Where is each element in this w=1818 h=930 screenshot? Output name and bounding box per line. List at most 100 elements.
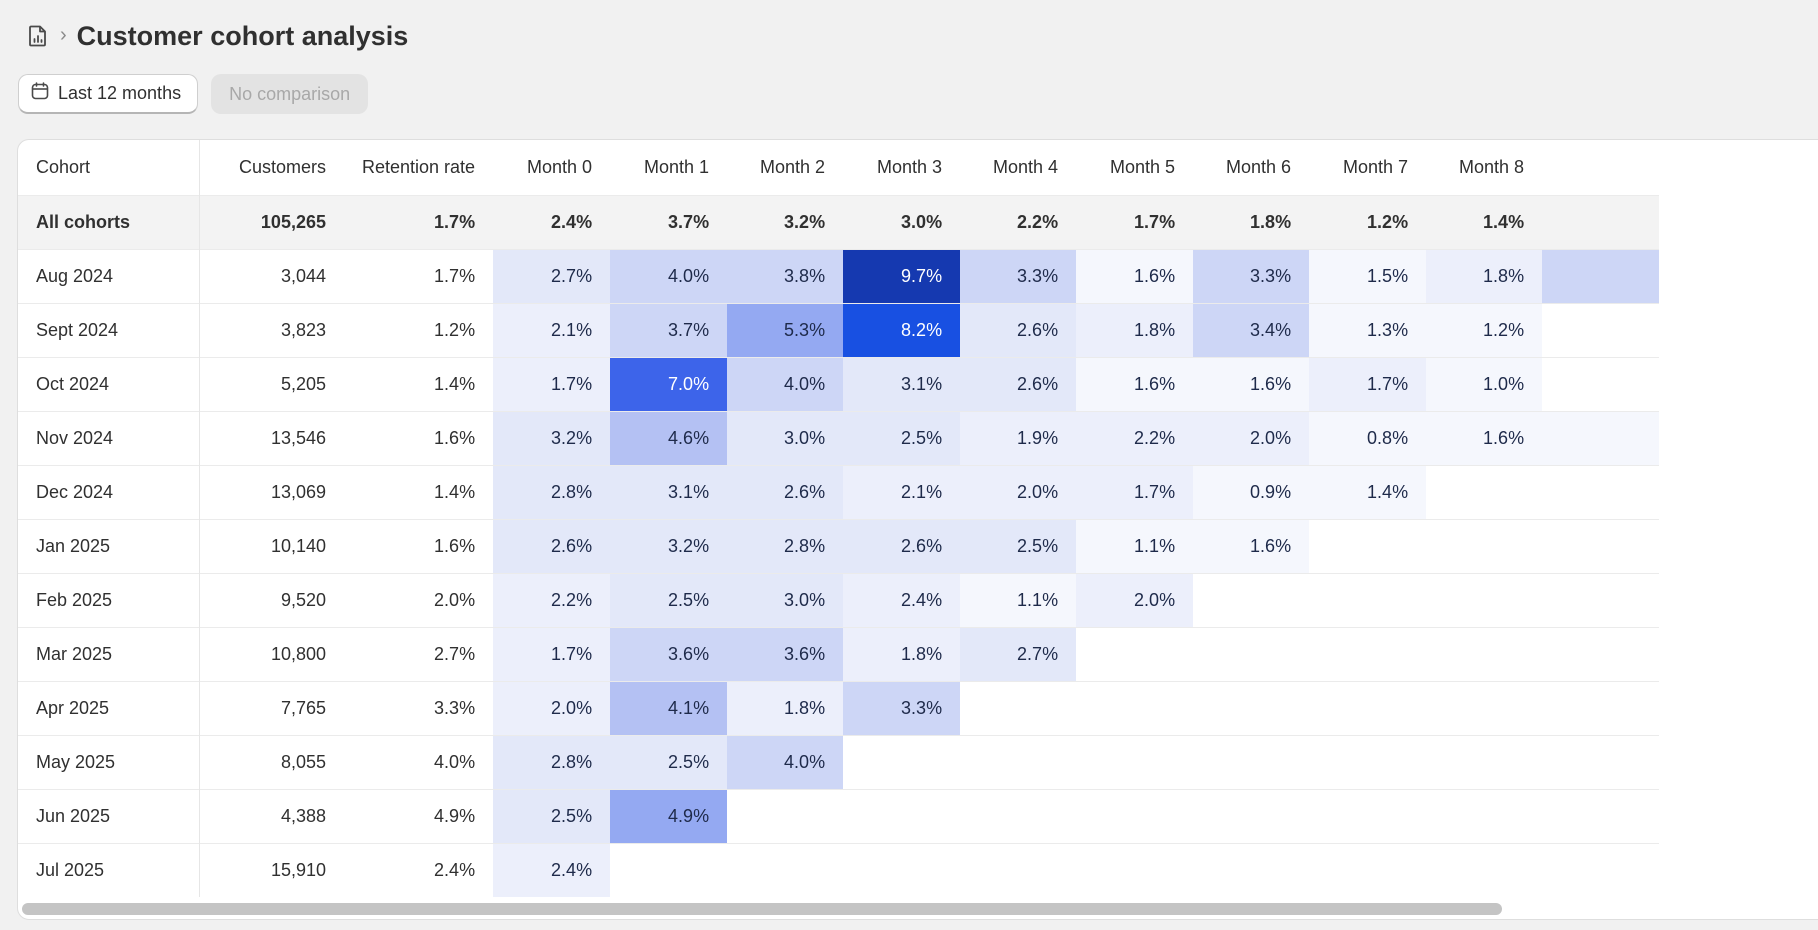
empty-cell: [960, 734, 1077, 789]
customers-value: 105,265: [199, 194, 344, 249]
heatmap-cell: 8.2%: [843, 302, 961, 357]
month-value: 3.2%: [727, 194, 844, 249]
cohort-label: Oct 2024: [18, 356, 200, 411]
customers-value: 3,823: [199, 302, 344, 357]
heatmap-cell: 2.6%: [960, 302, 1077, 357]
retention-value: 2.0%: [344, 572, 494, 627]
retention-value: 1.4%: [344, 356, 494, 411]
heatmap-cell: 2.7%: [493, 248, 611, 303]
heatmap-cell: 1.8%: [1426, 248, 1543, 303]
table-row[interactable]: Jan 2025 10,140 1.6% 2.6% 3.2% 2.8% 2.6% 2.5% 1.…: [18, 518, 1660, 573]
heatmap-cell: 2.6%: [493, 518, 611, 573]
overflow-cell: [1542, 248, 1660, 303]
column-header[interactable]: Month 8: [1459, 156, 1525, 177]
heatmap-cell: 2.0%: [493, 680, 611, 735]
table-row[interactable]: Sept 2024 3,823 1.2% 2.1% 3.7% 5.3% 8.2% 2.6% 1.…: [18, 302, 1660, 357]
column-header[interactable]: Month 7: [1343, 156, 1409, 177]
heatmap-cell: 1.6%: [1426, 410, 1543, 465]
report-document-icon[interactable]: [26, 24, 50, 48]
heatmap-cell: 2.1%: [843, 464, 961, 519]
heatmap-cell: 2.5%: [960, 518, 1077, 573]
table-row[interactable]: Feb 2025 9,520 2.0% 2.2% 2.5% 3.0% 2.4% 1.1% 2.0…: [18, 572, 1660, 627]
cohort-label: Dec 2024: [18, 464, 200, 519]
table-row[interactable]: Mar 2025 10,800 2.7% 1.7% 3.6% 3.6% 1.8% 2.7%: [18, 626, 1660, 681]
month-value: 1.7%: [1076, 194, 1194, 249]
overflow-cell: [1542, 302, 1660, 357]
table-row[interactable]: Jun 2025 4,388 4.9% 2.5% 4.9%: [18, 788, 1660, 843]
scrollbar-thumb[interactable]: [22, 903, 1502, 915]
cohort-label: Jun 2025: [18, 788, 200, 843]
heatmap-cell: 4.6%: [610, 410, 728, 465]
heatmap-cell: 9.7%: [843, 248, 961, 303]
table-row[interactable]: Apr 2025 7,765 3.3% 2.0% 4.1% 1.8% 3.3%: [18, 680, 1660, 735]
column-header[interactable]: Month 0: [527, 156, 593, 177]
column-header[interactable]: Cohort: [18, 140, 200, 195]
heatmap-cell: 3.2%: [610, 518, 728, 573]
empty-cell: [1309, 734, 1427, 789]
cohort-label: Apr 2025: [18, 680, 200, 735]
column-header[interactable]: Month 1: [644, 156, 710, 177]
heatmap-cell: 1.0%: [1426, 356, 1543, 411]
heatmap-cell: 1.7%: [1076, 464, 1194, 519]
empty-cell: [1193, 788, 1310, 843]
column-header[interactable]: Month 6: [1226, 156, 1292, 177]
retention-value: 4.9%: [344, 788, 494, 843]
overflow-cell: [1542, 734, 1660, 789]
heatmap-cell: 3.1%: [843, 356, 961, 411]
heatmap-cell: 1.7%: [1309, 356, 1427, 411]
heatmap-cell: 3.3%: [1193, 248, 1310, 303]
table-row[interactable]: Oct 2024 5,205 1.4% 1.7% 7.0% 4.0% 3.1% 2.6% 1.6…: [18, 356, 1660, 411]
customers-value: 10,140: [199, 518, 344, 573]
empty-cell: [1426, 464, 1543, 519]
empty-cell: [610, 842, 728, 897]
table-row[interactable]: Dec 2024 13,069 1.4% 2.8% 3.1% 2.6% 2.1% 2.0% 1.…: [18, 464, 1660, 519]
heatmap-cell: 2.0%: [1076, 572, 1194, 627]
cohort-label: Jul 2025: [18, 842, 200, 897]
retention-value: 2.4%: [344, 842, 494, 897]
date-range-label: Last 12 months: [58, 83, 182, 103]
column-header[interactable]: Customers: [238, 156, 326, 177]
column-header[interactable]: Month 3: [877, 156, 943, 177]
empty-cell: [727, 842, 844, 897]
overflow-cell: [1542, 626, 1660, 681]
empty-cell: [1426, 734, 1543, 789]
table-row[interactable]: Nov 2024 13,546 1.6% 3.2% 4.6% 3.0% 2.5% 1.9% 2.…: [18, 410, 1660, 465]
column-header[interactable]: Month 2: [760, 156, 826, 177]
heatmap-cell: 3.3%: [843, 680, 961, 735]
empty-cell: [1309, 518, 1427, 573]
retention-value: 1.7%: [344, 248, 494, 303]
empty-cell: [1076, 734, 1194, 789]
table-row[interactable]: May 2025 8,055 4.0% 2.8% 2.5% 4.0%: [18, 734, 1660, 789]
empty-cell: [1426, 680, 1543, 735]
heatmap-cell: 1.6%: [1193, 518, 1310, 573]
overflow-cell: [1542, 842, 1660, 897]
date-range-button[interactable]: Last 12 months: [18, 74, 199, 114]
column-header[interactable]: Month 5: [1110, 156, 1176, 177]
column-header[interactable]: Retention rate: [362, 156, 476, 177]
heatmap-cell: 4.0%: [610, 248, 728, 303]
calendar-icon: [31, 82, 49, 105]
heatmap-cell: 0.8%: [1309, 410, 1427, 465]
empty-cell: [1193, 626, 1310, 681]
heatmap-cell: 2.6%: [843, 518, 961, 573]
cohort-label: Mar 2025: [18, 626, 200, 681]
empty-cell: [1309, 626, 1427, 681]
summary-row: All cohorts 105,265 1.7% 2.4% 3.7% 3.2% 3.0% 2.…: [18, 194, 1660, 249]
customers-value: 13,069: [199, 464, 344, 519]
heatmap-cell: 3.2%: [493, 410, 611, 465]
heatmap-cell: 2.5%: [610, 734, 728, 789]
comparison-button[interactable]: No comparison: [211, 74, 369, 114]
retention-value: 1.6%: [344, 410, 494, 465]
table-row[interactable]: Aug 2024 3,044 1.7% 2.7% 4.0% 3.8% 9.7% 3.3% 1.6…: [18, 248, 1660, 303]
cohort-table-card: Cohort Customers Retention rate Month 0 Mont…: [17, 139, 1818, 920]
retention-value: 1.6%: [344, 518, 494, 573]
heatmap-cell: 1.8%: [727, 680, 844, 735]
overflow-cell: [1542, 194, 1660, 249]
heatmap-cell: 3.1%: [610, 464, 728, 519]
empty-cell: [1076, 680, 1194, 735]
overflow-cell: [1542, 356, 1660, 411]
column-header[interactable]: Month 4: [993, 156, 1059, 177]
horizontal-scrollbar[interactable]: [22, 903, 1818, 915]
month-value: 1.4%: [1426, 194, 1543, 249]
table-row[interactable]: Jul 2025 15,910 2.4% 2.4%: [18, 842, 1660, 897]
